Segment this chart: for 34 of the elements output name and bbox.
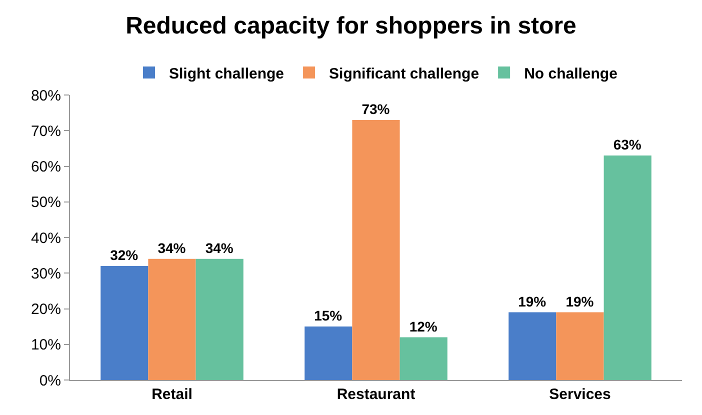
bar <box>352 120 400 380</box>
legend-label: No challenge <box>524 65 618 82</box>
legend-label: Slight challenge <box>169 65 284 82</box>
bar <box>304 326 352 380</box>
legend-label: Significant challenge <box>329 65 480 82</box>
chart-title: Reduced capacity for shoppers in store <box>126 12 576 40</box>
data-label: 73% <box>362 100 390 117</box>
y-tick-label: 50% <box>30 194 61 212</box>
y-tick-label: 40% <box>30 230 61 247</box>
data-label: 12% <box>409 318 438 334</box>
bar <box>196 258 244 380</box>
data-label: 19% <box>566 293 594 310</box>
bar <box>508 312 556 380</box>
x-tick-label: Services <box>549 386 611 403</box>
bar <box>148 258 196 380</box>
data-label: 34% <box>205 240 234 256</box>
y-tick-label: 70% <box>30 122 61 140</box>
data-label: 19% <box>518 293 547 310</box>
y-tick-label: 30% <box>30 265 61 282</box>
y-tick-label: 10% <box>30 336 61 354</box>
data-label: 15% <box>314 308 343 324</box>
x-tick-label: Restaurant <box>336 386 416 403</box>
bar <box>100 266 148 380</box>
data-label: 34% <box>158 240 186 256</box>
y-tick-label: 20% <box>30 301 61 318</box>
bar <box>604 156 652 380</box>
y-tick-label: 60% <box>30 158 61 176</box>
y-tick-label: 0% <box>39 372 61 390</box>
bar <box>556 312 604 380</box>
x-tick-label: Retail <box>152 386 192 403</box>
data-label: 32% <box>110 247 139 263</box>
y-tick-label: 80% <box>30 87 61 104</box>
bar <box>400 337 448 380</box>
data-label: 63% <box>613 136 642 153</box>
